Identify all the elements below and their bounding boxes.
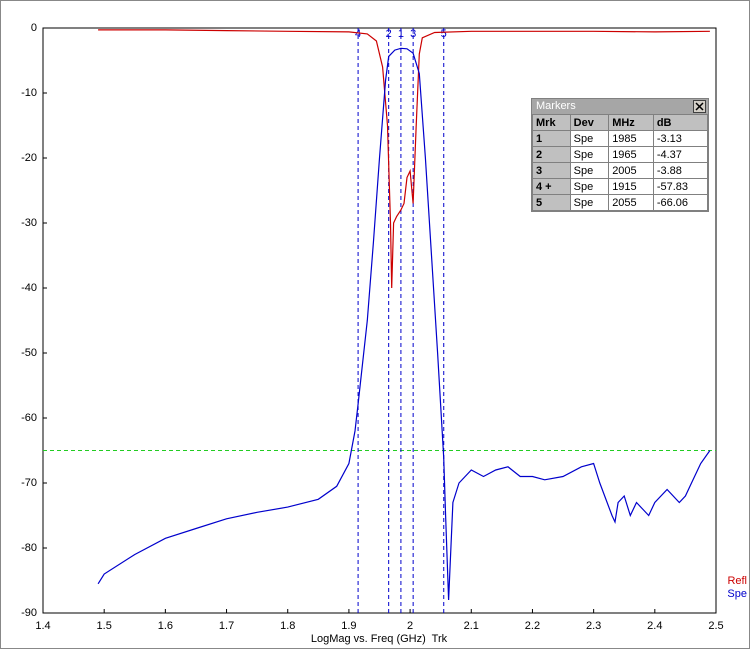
cell: -4.37 <box>652 146 709 163</box>
series-line <box>98 29 710 289</box>
x-tick-label: 2 <box>407 620 413 632</box>
cell: -3.88 <box>652 162 709 179</box>
cell: Spe <box>569 130 610 147</box>
close-icon <box>695 102 704 111</box>
marker-label: 3 <box>410 28 416 40</box>
markers-title: Markers <box>532 99 708 114</box>
table-row: 5 Spe 2055 -66.06 <box>532 194 709 211</box>
cell: 4 + <box>532 178 571 195</box>
y-tick-label: -60 <box>21 412 37 424</box>
x-tick-label: 1.8 <box>280 620 295 632</box>
x-tick-label: 1.5 <box>97 620 112 632</box>
y-tick-label: -10 <box>21 87 37 99</box>
x-tick-label: 2.4 <box>647 620 662 632</box>
cell: 1915 <box>608 178 654 195</box>
column-header: dB <box>652 114 709 131</box>
x-axis-label: LogMag vs. Freq (GHz) Trk <box>311 633 448 645</box>
y-tick-label: -20 <box>21 152 37 164</box>
markers-table: Mrk Dev MHz dB 1 Spe 1985 -3.13 2 Spe 1965 -4.37 3 Sp… <box>532 114 709 211</box>
x-tick-label: 2.3 <box>586 620 601 632</box>
column-header: Dev <box>569 114 610 131</box>
marker-label: 1 <box>398 28 404 40</box>
markers-window[interactable]: Markers Mrk Dev MHz dB 1 Spe 1985 -3.13 2 Spe 1965… <box>531 98 709 212</box>
table-row: 3 Spe 2005 -3.88 <box>532 162 709 179</box>
plot-frame <box>42 27 717 614</box>
cell: Spe <box>569 162 610 179</box>
y-tick-label: 0 <box>31 22 37 34</box>
table-row: 2 Spe 1965 -4.37 <box>532 146 709 163</box>
marker-label: 2 <box>386 28 392 40</box>
table-row: 4 + Spe 1915 -57.83 <box>532 178 709 195</box>
x-tick-label: 2.1 <box>464 620 479 632</box>
cell: Spe <box>569 146 610 163</box>
x-tick-label: 1.6 <box>158 620 173 632</box>
legend-entry: Spe <box>727 588 747 600</box>
cell: 1965 <box>608 146 654 163</box>
y-tick-label: -30 <box>21 217 37 229</box>
table-row: 1 Spe 1985 -3.13 <box>532 130 709 147</box>
column-header: MHz <box>608 114 654 131</box>
cell: -3.13 <box>652 130 709 147</box>
y-tick-label: -80 <box>21 542 37 554</box>
x-tick-label: 2.5 <box>708 620 723 632</box>
cell: -57.83 <box>652 178 709 195</box>
cell: 1985 <box>608 130 654 147</box>
marker-label: 4 <box>355 28 361 40</box>
cell: -66.06 <box>652 194 709 211</box>
cell: 3 <box>532 162 571 179</box>
column-header: Mrk <box>532 114 571 131</box>
x-tick-label: 2.2 <box>525 620 540 632</box>
cell: 5 <box>532 194 571 211</box>
y-tick-label: -70 <box>21 477 37 489</box>
series-line <box>97 47 711 601</box>
cell: 2055 <box>608 194 654 211</box>
cell: 1 <box>532 130 571 147</box>
cell: Spe <box>569 178 610 195</box>
x-tick-label: 1.9 <box>341 620 356 632</box>
table-header: Mrk Dev MHz dB <box>532 114 709 131</box>
cell: Spe <box>569 194 610 211</box>
x-tick-label: 1.7 <box>219 620 234 632</box>
legend-entry: Refl <box>727 575 747 587</box>
cell: 2 <box>532 146 571 163</box>
marker-label: 5 <box>441 28 447 40</box>
y-tick-label: -50 <box>21 347 37 359</box>
x-tick-label: 1.4 <box>35 620 50 632</box>
cell: 2005 <box>608 162 654 179</box>
y-tick-label: -40 <box>21 282 37 294</box>
y-tick-label: -90 <box>21 607 37 619</box>
close-button[interactable] <box>693 100 706 113</box>
